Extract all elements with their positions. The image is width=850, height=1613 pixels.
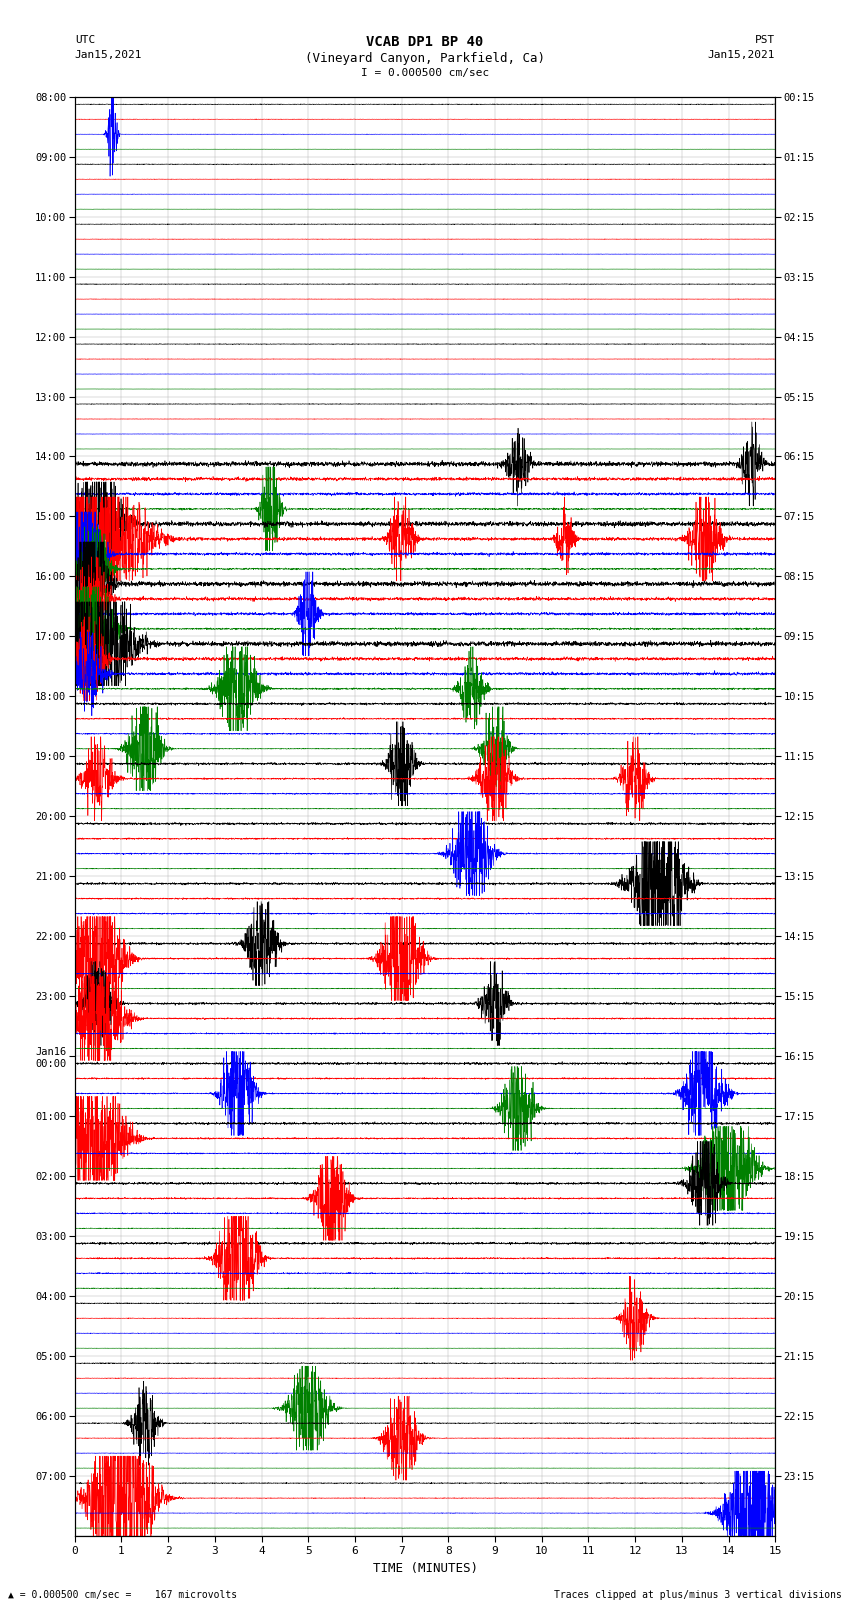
Text: VCAB DP1 BP 40: VCAB DP1 BP 40 <box>366 35 484 50</box>
Text: PST: PST <box>755 35 775 45</box>
Text: Traces clipped at plus/minus 3 vertical divisions: Traces clipped at plus/minus 3 vertical … <box>553 1590 842 1600</box>
Text: UTC: UTC <box>75 35 95 45</box>
X-axis label: TIME (MINUTES): TIME (MINUTES) <box>372 1561 478 1574</box>
Text: I = 0.000500 cm/sec: I = 0.000500 cm/sec <box>361 68 489 77</box>
Text: (Vineyard Canyon, Parkfield, Ca): (Vineyard Canyon, Parkfield, Ca) <box>305 52 545 65</box>
Text: Jan15,2021: Jan15,2021 <box>75 50 142 60</box>
Text: Jan15,2021: Jan15,2021 <box>708 50 775 60</box>
Text: ▲ = 0.000500 cm/sec =    167 microvolts: ▲ = 0.000500 cm/sec = 167 microvolts <box>8 1590 238 1600</box>
